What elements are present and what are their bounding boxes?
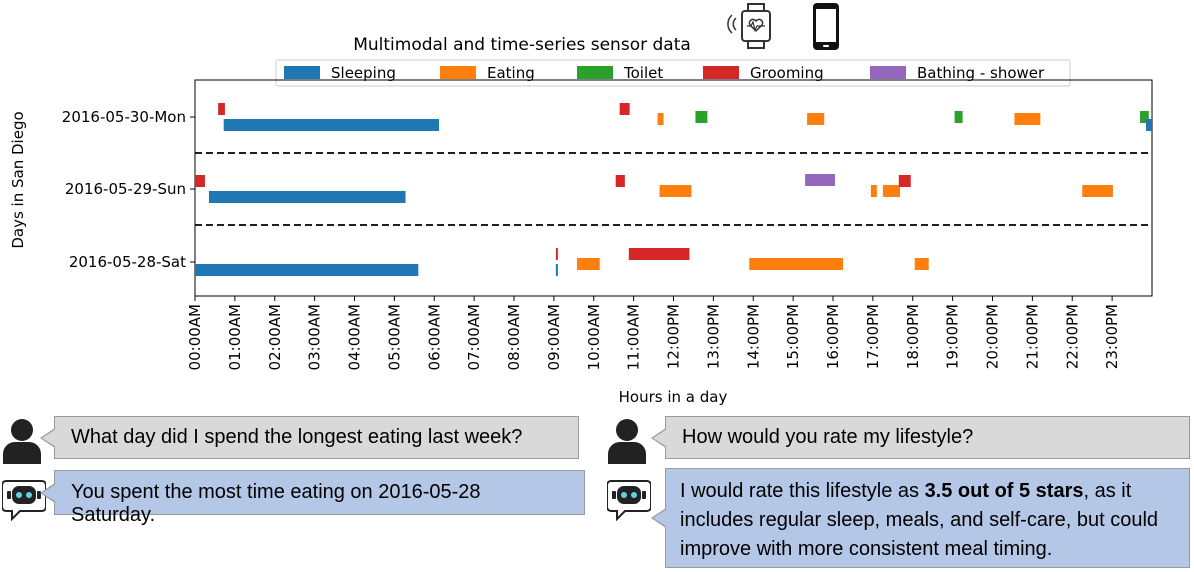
- event-bar-sleeping: [1146, 119, 1152, 131]
- x-tick-label: 20:00PM: [984, 304, 1002, 369]
- x-tick-label: 18:00PM: [904, 304, 922, 369]
- event-bar-eating: [659, 185, 692, 197]
- chart-legend: Sleeping Eating Toilet Grooming Bathing - sh…: [275, 59, 1071, 87]
- legend-label: Sleeping: [331, 64, 396, 82]
- event-bar-toilet: [954, 111, 963, 123]
- x-tick-label: 13:00PM: [704, 304, 722, 369]
- legend-label: Grooming: [750, 64, 824, 82]
- event-bar-grooming: [195, 175, 205, 187]
- robot-icon: [1, 475, 47, 525]
- legend-label: Toilet: [623, 64, 663, 82]
- event-bar-grooming: [555, 248, 558, 260]
- x-axis: 00:00AM 01:00AM 02:00AM 03:00AM 04:00AM 05:00…: [186, 296, 1121, 370]
- x-tick-label: 07:00AM: [465, 304, 483, 370]
- event-bar-eating: [749, 258, 843, 270]
- event-bar-eating: [577, 258, 600, 270]
- user-question-text: What day did I spend the longest eating …: [71, 426, 523, 448]
- user-icon: [607, 418, 647, 468]
- x-tick-label: 19:00PM: [944, 304, 962, 369]
- x-tick-label: 22:00PM: [1063, 304, 1081, 369]
- event-bar-toilet: [1140, 111, 1149, 123]
- event-bar-eating: [870, 185, 877, 197]
- x-tick-label: 00:00AM: [186, 304, 204, 370]
- rating-highlight: 3.5 out of 5 stars: [924, 480, 1084, 502]
- event-bar-toilet: [695, 111, 708, 123]
- legend-label: Bathing - shower: [917, 64, 1045, 82]
- x-axis-label: Hours in a day: [619, 388, 728, 406]
- legend-swatch: [703, 66, 739, 79]
- event-bar-eating: [807, 113, 825, 125]
- event-bar-eating: [882, 185, 900, 197]
- legend-swatch: [284, 66, 320, 79]
- event-bar-eating: [1014, 113, 1041, 125]
- robot-icon: [606, 475, 652, 525]
- user-question-bubble: What day did I spend the longest eating …: [40, 416, 579, 459]
- user-question-text: How would you rate my lifestyle?: [682, 426, 974, 448]
- event-bar-grooming: [628, 248, 690, 260]
- event-bar-sleeping: [223, 119, 440, 131]
- smartwatch-icon: [727, 3, 771, 49]
- x-tick-label: 15:00PM: [784, 304, 802, 369]
- x-tick-label: 08:00AM: [505, 304, 523, 370]
- legend-swatch: [440, 66, 476, 79]
- event-bars: [195, 103, 1152, 276]
- x-tick-label: 05:00AM: [385, 304, 403, 370]
- event-bar-bathing-shower: [805, 174, 835, 186]
- x-tick-label: 11:00AM: [625, 304, 643, 370]
- x-tick-label: 01:00AM: [226, 304, 244, 370]
- smartphone-icon: [813, 3, 839, 50]
- y-axis-label: Days in San Diego: [9, 111, 27, 248]
- event-bar-eating: [914, 258, 929, 270]
- event-bar-grooming: [615, 175, 625, 187]
- x-tick-label: 12:00PM: [665, 304, 683, 369]
- x-tick-label: 09:00AM: [545, 304, 563, 370]
- x-tick-label: 21:00PM: [1023, 304, 1041, 369]
- x-tick-label: 06:00AM: [425, 304, 443, 370]
- event-bar-eating: [657, 113, 664, 125]
- bot-answer-bubble: You spent the most time eating on 2016-0…: [40, 470, 585, 526]
- event-bar-grooming: [218, 103, 225, 115]
- bot-answer-suffix: , as it includes regular sleep, meals, a…: [680, 480, 1159, 560]
- y-tick-label: 2016-05-29-Sun: [65, 180, 186, 198]
- user-question-bubble: How would you rate my lifestyle?: [651, 416, 1190, 459]
- x-tick-label: 10:00AM: [585, 304, 603, 370]
- x-tick-label: 17:00PM: [864, 304, 882, 369]
- bot-answer-prefix: I would rate this lifestyle as: [680, 480, 925, 502]
- legend-swatch: [870, 66, 906, 79]
- event-bar-grooming: [619, 103, 630, 115]
- user-icon: [2, 418, 42, 468]
- bot-answer-bubble: I would rate this lifestyle as 3.5 out o…: [651, 468, 1190, 568]
- chart-title: Multimodal and time-series sensor data: [353, 35, 691, 55]
- x-tick-label: 23:00PM: [1103, 304, 1121, 369]
- event-bar-grooming: [898, 175, 911, 187]
- event-bar-sleeping: [195, 264, 419, 276]
- event-bar-sleeping: [208, 191, 406, 203]
- x-tick-label: 14:00PM: [744, 304, 762, 369]
- event-bar-sleeping: [555, 264, 558, 276]
- y-tick-label: 2016-05-30-Mon: [62, 108, 186, 126]
- x-tick-label: 04:00AM: [346, 304, 364, 370]
- x-tick-label: 03:00AM: [306, 304, 324, 370]
- x-tick-label: 16:00PM: [824, 304, 842, 369]
- y-tick-label: 2016-05-28-Sat: [69, 253, 186, 271]
- timeline-chart: Multimodal and time-series sensor data S…: [9, 3, 1153, 406]
- x-tick-label: 02:00AM: [266, 304, 284, 370]
- legend-swatch: [577, 66, 613, 79]
- event-bar-eating: [1082, 185, 1113, 197]
- legend-label: Eating: [487, 64, 535, 82]
- bot-answer-text: You spent the most time eating on 2016-0…: [71, 481, 481, 526]
- y-axis: 2016-05-30-Mon 2016-05-29-Sun 2016-05-28-S…: [62, 108, 195, 271]
